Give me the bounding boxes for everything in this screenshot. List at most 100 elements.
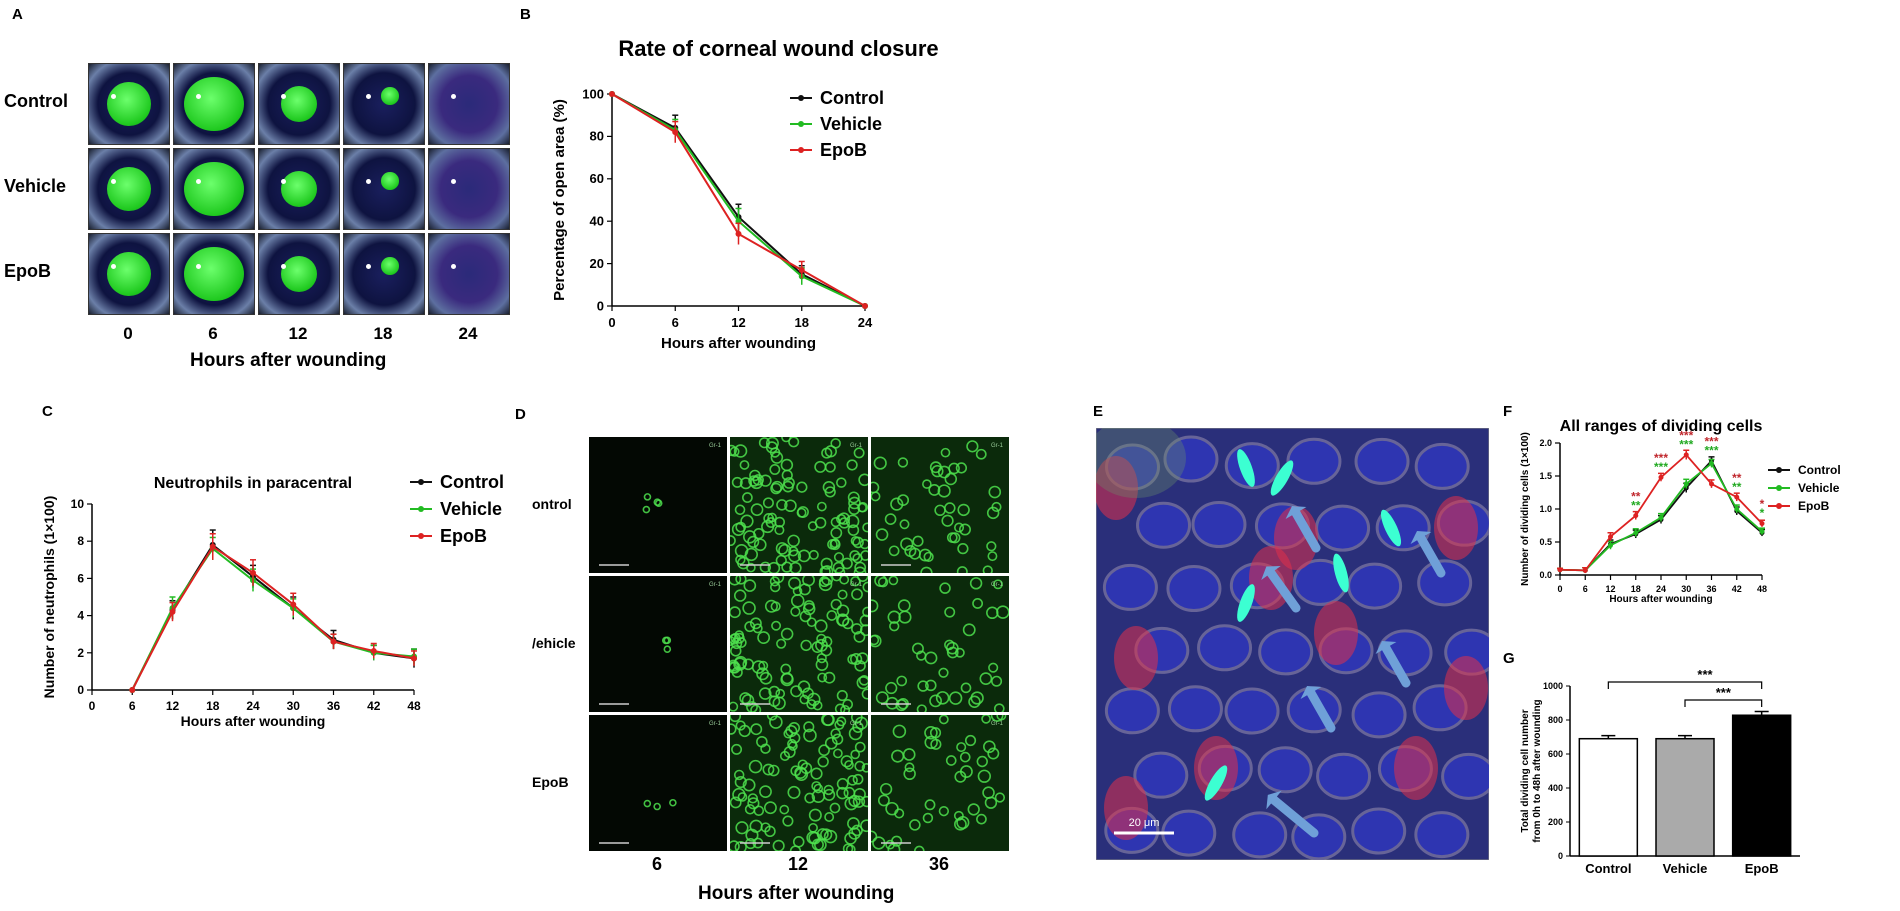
neutrophil-cell [941,514,954,527]
legend-marker [798,147,804,153]
neutrophil-cell [797,759,808,770]
neutrophil-cells: Gr-1 [730,576,868,712]
panel-d-col-label: 6 [651,854,662,874]
fluorescein-stain [381,87,399,105]
light-reflection [196,264,201,269]
neutrophil-cell [791,594,805,608]
neutrophil-cell [820,828,833,841]
neutrophil-cell [853,566,867,573]
significance-star-red: ** [1631,489,1641,503]
neutrophil-cell [771,620,782,631]
significance-star-red: *** [1679,429,1693,443]
neutrophil-cell [887,610,901,624]
neutrophil-cell [902,748,916,761]
neutrophil-cell [735,720,746,731]
neutrophil-cell [766,715,778,721]
neutrophil-cell [847,524,860,536]
nucleus [1257,746,1313,794]
neutrophil-cell [917,680,929,692]
neutrophil-cell [851,824,863,837]
neutrophil-cell [972,598,984,609]
neutrophil-cell [798,583,811,596]
light-reflection [366,264,371,269]
neutrophil-cell [888,576,899,586]
neutrophil-cells: Gr-1 [871,440,1004,573]
neutrophil-cell [779,750,791,761]
neutrophil-cell [813,783,824,794]
neutrophil-cell [731,743,743,755]
y-tick-label: 1000 [1543,681,1563,691]
y-tick-label: 600 [1548,749,1563,759]
y-tick-label: 0 [597,298,604,313]
neutrophil-cells: Gr-1 [730,715,868,851]
neutrophil-cell [879,782,893,796]
neutrophil-cell [820,715,835,726]
neutrophil-cell [953,810,964,821]
x-tick-label: 42 [1732,584,1742,594]
neutrophil-cell [852,553,863,564]
neutrophil-cell [821,636,833,647]
y-tick-label: 2.0 [1539,438,1552,448]
panel-letter-g: G [1503,650,1515,667]
x-axis-label: Hours after wounding [181,713,326,729]
neutrophil-cell [776,638,787,649]
neutrophil-cell [897,599,911,613]
neutrophil-cell [733,657,747,671]
legend-label: EpoB [820,140,867,160]
stain-tag: Gr-1 [991,721,1004,727]
neutrophil-cell [836,604,850,618]
legend-label: Control [820,88,884,108]
neutrophil-cell [897,457,909,468]
neutrophil-cell [808,808,822,822]
neutrophil-image: Gr-1 [870,714,1010,852]
panel-d-row-label: /ehicle [532,635,576,651]
neutrophil-cell [753,538,767,552]
y-tick-label: 6 [77,571,84,585]
neutrophil-cell [836,613,850,627]
neutrophil-cell [782,815,794,827]
significance-star-red: *** [1704,435,1718,449]
data-point [169,608,176,615]
neutrophil-cell [790,606,801,617]
neutrophil-cells: Gr-1 [599,582,722,705]
neutrophil-cell [734,775,747,789]
neutrophil-cell [814,460,827,473]
corneal-image [88,63,170,145]
neutrophil-cell [653,498,662,506]
neutrophil-cell [643,799,652,808]
neutrophil-cell [759,561,772,573]
red-membrane-signal [1434,496,1478,560]
y-tick-label: 800 [1548,715,1563,725]
significance-star-red: *** [1654,451,1668,465]
neutrophil-cell [790,685,803,698]
neutrophil-cell [913,845,925,851]
neutrophil-cell [922,479,932,489]
dividing-cell [1380,509,1402,547]
corneal-image [428,63,510,145]
neutrophil-cell [858,675,868,686]
neutrophil-cell [904,762,915,773]
neutrophil-cell [888,545,900,557]
neutrophil-cell [850,535,861,546]
neutrophil-cell [792,836,805,848]
data-point [209,543,216,550]
neutrophil-cell [643,493,652,501]
bar [1578,737,1639,857]
legend-marker [798,121,804,127]
neutrophil-cell [747,797,760,810]
data-point [1633,530,1639,536]
neutrophil-cell [730,444,737,457]
corneal-image [173,148,255,230]
legend-label: EpoB [1798,499,1830,513]
neutrophil-cell [824,736,838,750]
neutrophil-cell [769,464,781,475]
neutrophil-cell [969,577,983,590]
data-point [330,638,337,645]
nucleus [1232,811,1288,859]
neutrophil-cell [954,522,965,533]
neutrophil-cell [750,503,764,517]
neutrophil-cell [938,715,949,725]
neutrophil-cell [956,742,967,753]
neutrophil-image: Gr-1 [588,436,728,574]
y-tick-label: 0.0 [1539,570,1552,580]
